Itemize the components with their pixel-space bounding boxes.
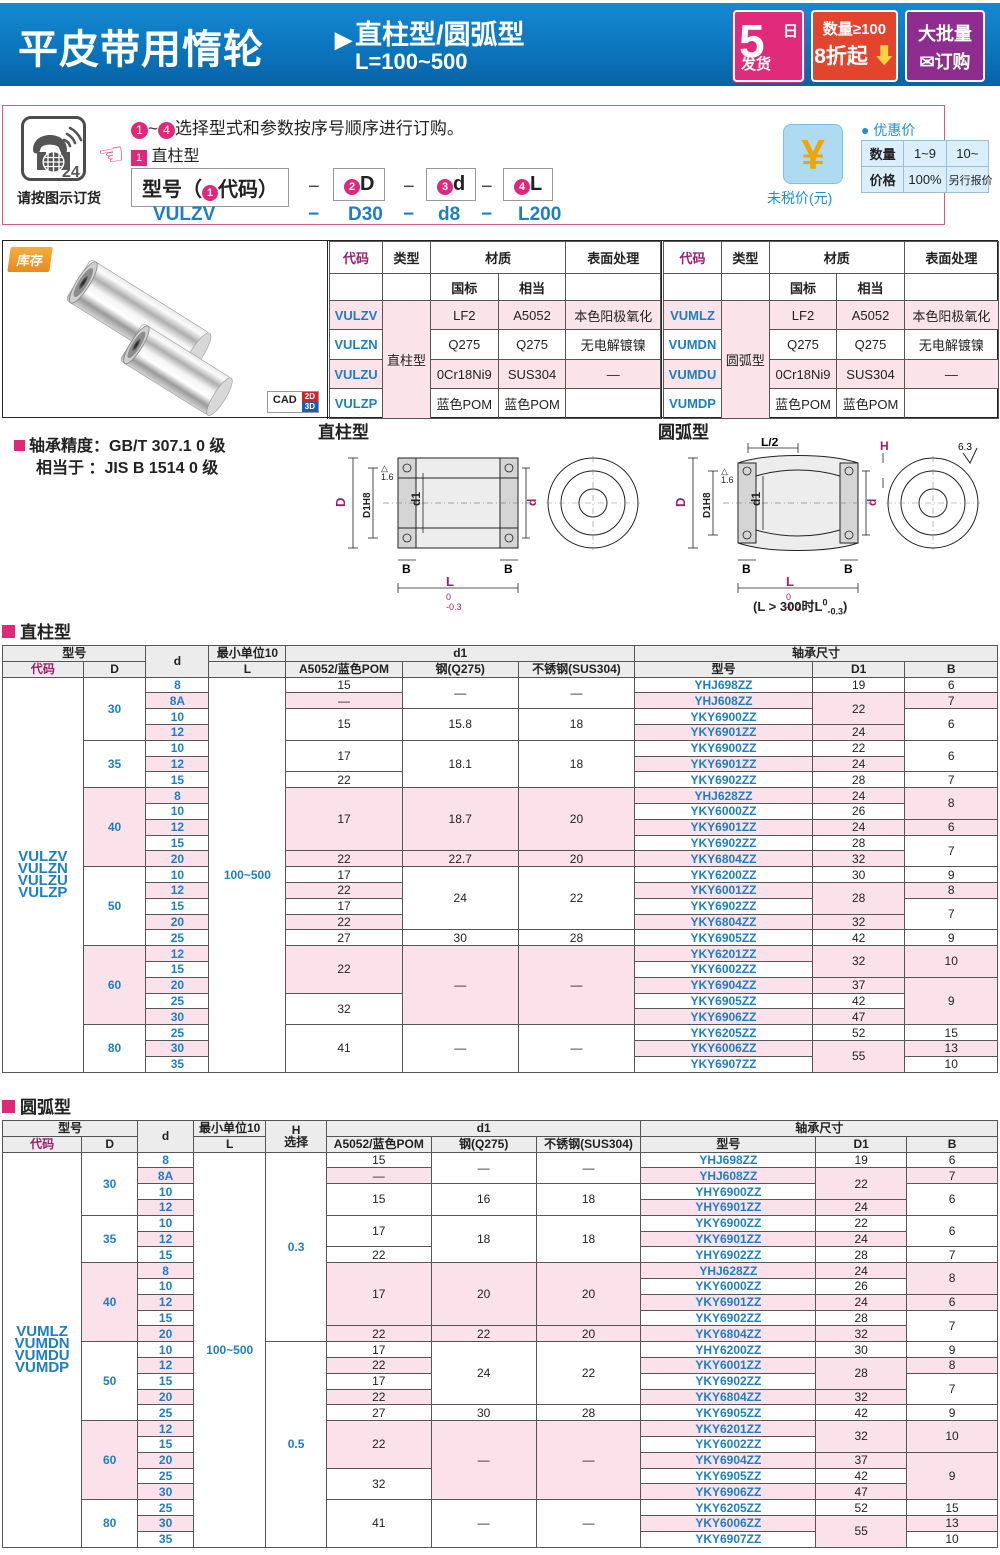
svg-text:H: H [880,439,889,453]
svg-text:D1H8: D1H8 [362,492,373,518]
svg-text:L/2: L/2 [761,438,779,449]
svg-text:B: B [742,562,751,576]
svg-text:-0.3: -0.3 [446,602,462,612]
svg-text:d1: d1 [409,492,423,506]
svg-text:1.6: 1.6 [381,472,394,482]
svg-text:B: B [504,562,513,576]
svg-text:B: B [402,562,411,576]
svg-text:1.6: 1.6 [721,475,734,485]
svg-text:D1H8: D1H8 [702,492,713,518]
svg-text:d: d [525,499,539,506]
svg-text:0: 0 [446,592,451,602]
svg-text:24: 24 [62,164,80,181]
svg-text:D: D [673,498,688,507]
svg-text:D: D [333,498,348,507]
svg-text:B: B [844,562,853,576]
svg-text:L: L [786,574,794,589]
svg-text:d1: d1 [749,492,763,506]
svg-text:L: L [446,574,454,589]
svg-text:6.3: 6.3 [958,442,972,453]
svg-text:d: d [865,499,879,506]
